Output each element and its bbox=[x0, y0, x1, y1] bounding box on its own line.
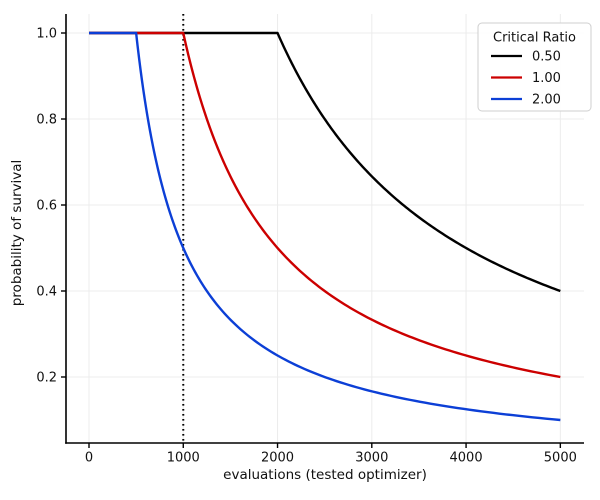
legend-label: 1.00 bbox=[532, 71, 561, 86]
legend-label: 0.50 bbox=[532, 50, 561, 65]
series-line-ratio-1-00 bbox=[89, 31, 561, 379]
series-line-ratio-0-50 bbox=[89, 31, 561, 293]
x-tick-label: 1000 bbox=[167, 451, 200, 466]
x-tick-label: 4000 bbox=[450, 451, 483, 466]
y-tick-label: 0.8 bbox=[36, 113, 57, 128]
y-tick-label: 0.2 bbox=[36, 370, 57, 385]
legend-item: 2.00 bbox=[491, 93, 561, 108]
y-tick-label: 0.4 bbox=[36, 284, 57, 299]
legend-item: 0.50 bbox=[491, 50, 561, 65]
y-axis-label: probability of survival bbox=[9, 160, 25, 307]
y-tick-label: 0.6 bbox=[36, 199, 57, 214]
x-tick-label: 3000 bbox=[355, 451, 388, 466]
legend-title: Critical Ratio bbox=[493, 31, 576, 46]
legend-box bbox=[477, 22, 592, 112]
y-tick-label: 1.0 bbox=[36, 27, 57, 42]
series-line-ratio-2-00 bbox=[89, 31, 561, 422]
x-axis-label: evaluations (tested optimizer) bbox=[223, 467, 427, 483]
x-tick-label: 5000 bbox=[544, 451, 577, 466]
legend: Critical Ratio 0.50 1.00 2.00 bbox=[477, 22, 592, 112]
series-layer bbox=[89, 31, 561, 422]
x-tick-label: 0 bbox=[85, 451, 93, 466]
legend-item: 1.00 bbox=[491, 71, 561, 86]
axes-layer: 0 1000 2000 3000 4000 5000 0.2 0.4 0.6 0.8 1.0 bbox=[36, 14, 584, 466]
x-tick-label: 2000 bbox=[261, 451, 294, 466]
legend-label: 2.00 bbox=[532, 93, 561, 108]
